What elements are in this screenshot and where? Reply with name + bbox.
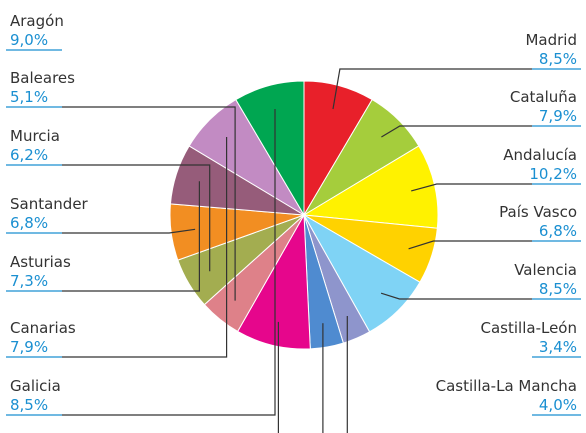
slice-name-label: Asturias [10,253,71,271]
slice-name-label: Murcia [10,127,60,145]
slice-value-label: 7,9% [539,107,577,125]
leader-line [62,181,200,292]
slice-name-label: Aragón [10,12,64,30]
slice-value-label: 8,5% [539,50,577,68]
slice-value-label: 10,2% [529,165,577,183]
pie-slice [235,80,305,217]
slice-name-label: Galicia [10,377,61,395]
slice-name-label: Santander [10,195,89,213]
slice-value-label: 9,0% [10,31,48,49]
leader-line [62,228,196,234]
slice-labels: Madrid8,5%Cataluña7,9%Andalucía10,2%País… [10,12,577,414]
pie-slice [302,145,439,229]
slice-name-label: Castilla-León [481,319,577,337]
slice-value-label: 6,8% [10,214,48,232]
slice-value-label: 7,9% [10,338,48,356]
slice-value-label: 3,4% [539,338,577,356]
slice-value-label: 8,5% [10,396,48,414]
leader-line [62,106,236,301]
leader-line [62,164,211,272]
slice-value-label: 7,3% [10,272,48,290]
leader-line [62,137,228,358]
leader-line [381,125,532,138]
leader-line [380,292,532,300]
slice-name-label: Canarias [10,319,76,337]
leader-line [411,183,532,192]
slice-name-label: Andalucía [503,146,577,164]
slice-value-label: 6,2% [10,146,48,164]
leader-line [332,68,532,110]
pie-slices [169,80,439,350]
slice-name-label: Cataluña [510,88,577,106]
slice-value-label: 6,8% [539,222,577,240]
leader-lines [6,49,581,433]
slice-value-label: 4,0% [539,396,577,414]
leader-line [408,240,532,250]
slice-name-label: Madrid [525,31,577,49]
slice-name-label: Baleares [10,69,75,87]
slice-name-label: Castilla-La Mancha [436,377,577,395]
slice-value-label: 5,1% [10,88,48,106]
slice-value-label: 8,5% [539,280,577,298]
slice-name-label: País Vasco [499,203,577,221]
slice-name-label: Valencia [514,261,577,279]
leader-line [62,109,276,416]
